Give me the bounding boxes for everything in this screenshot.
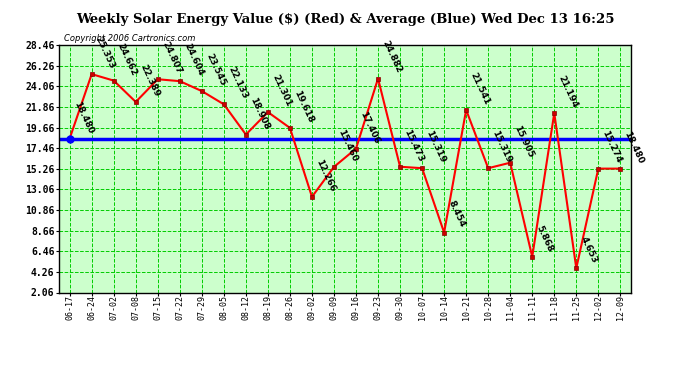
Text: 21.301: 21.301 [270,74,293,108]
Text: Copyright 2006 Cartronics.com: Copyright 2006 Cartronics.com [64,33,196,42]
Text: 22.133: 22.133 [226,65,249,100]
Text: 21.194: 21.194 [556,74,580,110]
Text: 15.905: 15.905 [513,124,535,159]
Text: 25.353: 25.353 [94,35,117,70]
Text: 18.480: 18.480 [72,100,95,135]
Text: 24.882: 24.882 [380,39,403,75]
Text: 15.319: 15.319 [491,129,513,165]
Text: 21.541: 21.541 [469,71,491,106]
Text: 22.389: 22.389 [138,63,161,98]
Text: 23.545: 23.545 [204,52,227,87]
Text: 12.266: 12.266 [314,158,337,193]
Text: 15.473: 15.473 [402,128,425,163]
Text: 24.604: 24.604 [182,42,205,78]
Text: 4.653: 4.653 [578,235,599,264]
Text: 17.406: 17.406 [358,110,381,145]
Text: Weekly Solar Energy Value ($) (Red) & Average (Blue) Wed Dec 13 16:25: Weekly Solar Energy Value ($) (Red) & Av… [76,13,614,26]
Text: 24.807: 24.807 [160,40,183,75]
Text: 5.868: 5.868 [535,224,555,253]
Text: 19.618: 19.618 [292,89,315,124]
Text: 15.460: 15.460 [336,128,359,163]
Text: 8.454: 8.454 [446,199,466,229]
Text: 18.480: 18.480 [622,130,645,165]
Text: 15.319: 15.319 [424,129,447,165]
Text: 15.274: 15.274 [600,129,623,165]
Text: 24.662: 24.662 [116,42,139,77]
Text: 18.908: 18.908 [248,96,271,131]
